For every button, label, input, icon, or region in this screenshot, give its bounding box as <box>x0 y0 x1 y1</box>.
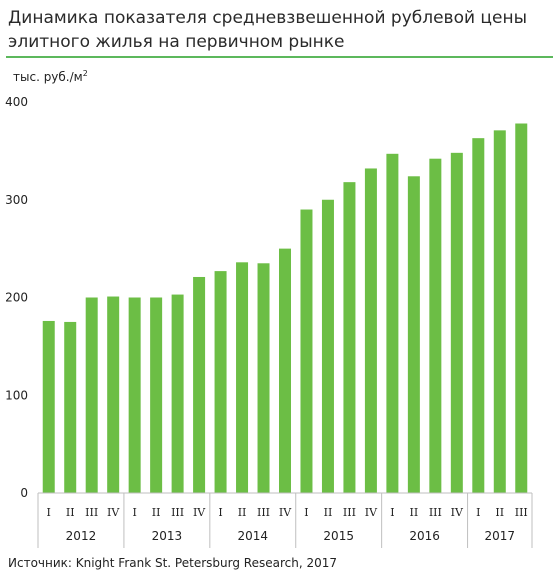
x-tick-label: I <box>476 506 480 519</box>
bar <box>472 138 485 494</box>
bar <box>429 158 442 493</box>
bar <box>193 276 206 493</box>
bar <box>64 321 77 493</box>
y-axis-unit: тыс. руб./м2 <box>13 69 88 84</box>
bar <box>386 153 399 493</box>
x-tick-label: II <box>410 506 419 519</box>
year-label: 2017 <box>485 529 516 543</box>
title-underline <box>6 56 553 58</box>
y-tick-label: 300 <box>5 193 28 207</box>
x-tick-label: III <box>257 506 270 519</box>
x-tick-label: I <box>390 506 394 519</box>
x-tick-label: I <box>132 506 136 519</box>
source-note: Источник: Knight Frank St. Petersburg Re… <box>8 556 337 570</box>
y-tick-label: 0 <box>20 486 28 500</box>
year-label: 2014 <box>238 529 269 543</box>
x-tick-label: IV <box>193 506 206 519</box>
y-tick-label: 100 <box>5 388 28 402</box>
bar <box>107 296 120 493</box>
bar <box>42 320 55 493</box>
x-tick-label: IV <box>365 506 378 519</box>
year-label: 2012 <box>66 529 97 543</box>
x-tick-label: I <box>218 506 222 519</box>
x-tick-label: III <box>429 506 442 519</box>
year-label: 2016 <box>409 529 440 543</box>
x-tick-label: II <box>324 506 333 519</box>
bar <box>171 294 184 493</box>
x-tick-label: III <box>343 506 356 519</box>
x-tick-label: III <box>171 506 184 519</box>
x-tick-label: III <box>85 506 98 519</box>
chart-title: Динамика показателя средневзвешенной руб… <box>8 8 527 52</box>
x-tick-label: IV <box>279 506 292 519</box>
bar <box>279 248 291 493</box>
x-tick-label: I <box>304 506 308 519</box>
x-tick-label: IV <box>451 506 464 519</box>
bar <box>493 130 506 493</box>
bar <box>515 123 528 493</box>
bar <box>85 297 98 493</box>
x-tick-label: III <box>515 506 528 519</box>
x-tick-label: II <box>238 506 247 519</box>
bar <box>450 152 463 493</box>
y-tick-label: 200 <box>5 291 28 305</box>
bar <box>321 199 334 493</box>
bar <box>257 263 270 493</box>
x-tick-label: IV <box>107 506 120 519</box>
x-tick-label: I <box>47 506 51 519</box>
bar <box>150 297 163 493</box>
bar <box>407 176 420 494</box>
bar <box>128 297 141 493</box>
bar <box>214 271 227 493</box>
year-label: 2013 <box>152 529 183 543</box>
bar <box>364 168 377 493</box>
bar <box>236 262 249 493</box>
x-tick-label: II <box>495 506 504 519</box>
bar <box>300 209 313 493</box>
y-tick-label: 400 <box>5 95 28 109</box>
x-tick-label: II <box>152 506 161 519</box>
x-tick-label: II <box>66 506 75 519</box>
bar <box>343 182 356 493</box>
year-label: 2015 <box>323 529 354 543</box>
